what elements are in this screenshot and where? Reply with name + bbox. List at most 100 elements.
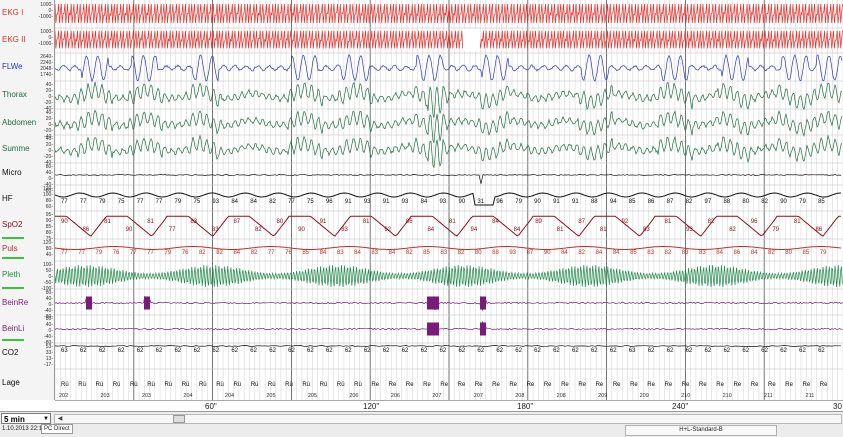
channel-label-flwe[interactable]: FLWe [2, 62, 23, 71]
channel-label-micro[interactable]: Micro [2, 168, 22, 177]
channel-label-co2[interactable]: CO2 [2, 348, 19, 357]
chevron-down-icon[interactable]: ▼ [43, 416, 49, 422]
value-label: Rü [251, 382, 259, 388]
signal-traces: 77 77 79 75 77 77 79 75 93 84 84 82 77 75 96 91 93 91 93 84… [55, 0, 843, 400]
value-label: 62 [515, 348, 522, 354]
value-label: 84 [492, 219, 499, 225]
value-label: Re [389, 382, 397, 388]
value-label: 79 [799, 199, 806, 205]
epoch-number: 208 [557, 393, 566, 399]
value-label: 82 [199, 250, 206, 256]
value-label: 77 [78, 250, 85, 256]
channel-scale-summe: 40- 20- 0- -20- -40- [34, 136, 53, 166]
value-label: 84 [427, 227, 434, 233]
value-label: 83 [337, 250, 344, 256]
value-label: 62 [175, 348, 182, 354]
scale-tick-label: 0- [48, 35, 53, 41]
value-label: Rü [216, 382, 224, 388]
epoch-number: 207 [474, 393, 483, 399]
channel-indicator [2, 183, 24, 185]
channel-label-ekg2[interactable]: EKG II [2, 35, 26, 44]
channel-label-lage[interactable]: Lage [2, 378, 20, 387]
scale-tick-label: 2640- [40, 54, 53, 60]
trace-path [55, 296, 843, 311]
trace-thorax [55, 81, 843, 118]
value-label: 87 [527, 250, 534, 256]
scale-tick-label: -20- [44, 100, 53, 106]
channel-label-ekg1[interactable]: EKG I [2, 8, 24, 17]
value-label: 76 [182, 250, 189, 256]
scale-tick-label: -40- [44, 334, 53, 340]
channel-label-spo2[interactable]: SpO2 [2, 220, 23, 229]
value-label: 82 [729, 227, 736, 233]
channel-scale-ekg1: 1000- 0- -1000- [34, 2, 53, 20]
channel-scale-beinli: 80- 40- 0- -40- -80- [34, 316, 53, 346]
value-label: Rü [354, 382, 362, 388]
value-label: 83 [371, 250, 378, 256]
channel-label-hf[interactable]: HF [2, 194, 13, 203]
channel-indicator [2, 48, 24, 50]
scale-tick-label: -80- [44, 340, 53, 346]
value-label: Re [647, 382, 655, 388]
value-label: Re [785, 382, 793, 388]
value-label: 81 [665, 219, 672, 225]
epoch-number: 205 [266, 393, 275, 399]
channel-label-thorax[interactable]: Thorax [2, 90, 27, 99]
value-label: 84 [716, 250, 723, 256]
time-scrollbar[interactable]: ◀ [54, 414, 842, 424]
scale-tick-label: 0- [48, 148, 53, 154]
value-label: Re [440, 382, 448, 388]
value-label: Rü [147, 382, 155, 388]
leg-movement-block [86, 296, 92, 310]
signal-plot-area[interactable]: 77 77 79 75 77 77 79 75 93 84 84 82 77 75 96 91 93 91 93 84… [55, 0, 843, 400]
value-label: 90 [780, 199, 787, 205]
value-label: Re [561, 382, 569, 388]
value-label: Rü [182, 382, 190, 388]
channel-label-puls[interactable]: Puls [2, 244, 18, 253]
channel-indicator [2, 237, 24, 239]
value-label: Rü [233, 382, 241, 388]
scroll-left-icon[interactable]: ◀ [57, 416, 63, 422]
scale-tick-label: 40- [45, 296, 53, 302]
scale-tick-label: 13- [45, 356, 53, 362]
value-label: 80 [277, 219, 284, 225]
value-label: 62 [326, 348, 333, 354]
channel-label-abd[interactable]: Abdomen [2, 118, 37, 127]
value-label: 88 [591, 199, 598, 205]
epoch-number: 207 [432, 393, 441, 399]
time-axis-label: 120" [363, 402, 380, 411]
value-label: 90 [298, 227, 305, 233]
window-length-select[interactable]: 5 min ▼ [1, 413, 51, 424]
channel-label-summe[interactable]: Summe [2, 144, 30, 153]
channel-indicator [2, 339, 24, 341]
channel-label-beinre[interactable]: BeinRe [2, 298, 29, 307]
channel-indicator [2, 23, 24, 25]
value-label: 80 [785, 250, 792, 256]
channel-label-pleth[interactable]: Pleth [2, 270, 21, 279]
epoch-number: 211 [806, 393, 815, 399]
value-label: 84 [421, 199, 428, 205]
value-label: Rü [268, 382, 276, 388]
scroll-thumb[interactable] [173, 415, 185, 423]
value-label: 84 [561, 250, 568, 256]
value-label: 62 [705, 348, 712, 354]
value-label: 90 [458, 199, 465, 205]
value-label: 82 [768, 250, 775, 256]
value-label: Re [751, 382, 759, 388]
value-label: 82 [216, 250, 223, 256]
ekg-gap [463, 29, 480, 51]
value-label: 63 [629, 348, 636, 354]
channel-scale-abd: 40- 20- 0- -20- -40- [34, 110, 53, 140]
leg-movement-block [144, 296, 150, 310]
value-label: 62 [80, 348, 87, 354]
value-label: 82 [708, 219, 715, 225]
value-label: Rü [320, 382, 328, 388]
recording-datetime: 1.10.2013 22:16:4 [2, 426, 51, 432]
value-label: 62 [231, 348, 238, 354]
trace-flwe [55, 53, 843, 83]
value-label: 82 [458, 250, 465, 256]
epoch-number: 211 [764, 393, 773, 399]
value-label: 97 [705, 199, 712, 205]
scale-tick-label: 1000- [40, 29, 53, 35]
channel-label-beinli[interactable]: BeinLi [2, 324, 25, 333]
